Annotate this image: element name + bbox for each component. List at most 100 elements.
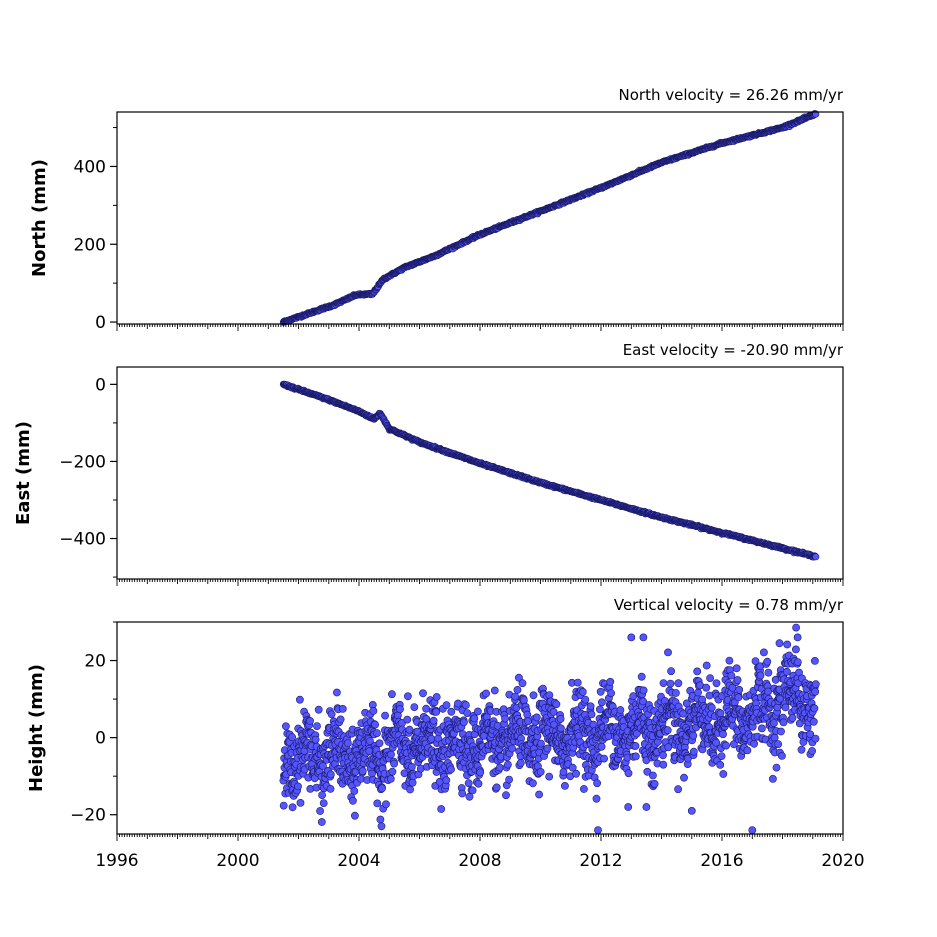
height-data-point — [792, 645, 800, 654]
height-outlier-point — [748, 826, 757, 834]
height-data-point — [459, 718, 468, 727]
height-data-point — [387, 750, 395, 759]
height-data-point — [769, 775, 777, 783]
height-data-point — [774, 740, 783, 748]
height-data-point — [809, 717, 818, 726]
height-data-point — [492, 783, 501, 792]
height-data-point — [663, 726, 672, 735]
height-data-point — [373, 799, 382, 808]
height-data-point — [442, 776, 451, 785]
height-data-point — [639, 686, 648, 695]
height-data-point — [674, 785, 682, 794]
north-points — [279, 110, 820, 326]
height-data-point — [545, 691, 554, 699]
height-outlier-point — [594, 826, 602, 834]
height-data-point — [722, 741, 730, 750]
height-data-point — [454, 699, 462, 708]
east-y-tick-label: 0 — [95, 375, 106, 395]
height-data-point — [693, 667, 702, 676]
height-data-point — [716, 761, 725, 769]
height-data-point — [649, 771, 657, 780]
height-data-point — [811, 734, 820, 743]
height-data-point — [464, 779, 473, 788]
east-y-ticks: 0 −200 −400 — [59, 375, 117, 578]
height-data-point — [545, 772, 554, 781]
height-data-point — [505, 775, 513, 784]
east-y-tick-label: −200 — [59, 452, 106, 472]
height-data-point — [432, 693, 441, 701]
height-data-point — [332, 688, 341, 697]
height-data-point — [279, 801, 288, 810]
height-data-point — [281, 722, 290, 731]
north-x-ticks — [116, 324, 844, 331]
east-panel: East velocity = -20.90 mm/yr East (mm) 0… — [13, 341, 844, 586]
height-data-point — [592, 794, 601, 803]
height-data-point — [664, 648, 672, 657]
height-x-ticks — [116, 834, 844, 841]
height-data-point — [458, 789, 467, 798]
height-data-point — [716, 709, 725, 718]
height-data-point — [306, 717, 314, 725]
height-data-point — [779, 718, 788, 727]
height-y-ticks: 20 0 −20 — [70, 621, 117, 826]
height-data-point — [637, 672, 646, 681]
height-data-point — [770, 733, 779, 742]
height-data-point — [760, 648, 768, 657]
height-data-point — [375, 739, 384, 748]
height-y-tick-label: 20 — [84, 652, 106, 672]
height-data-point — [694, 688, 702, 697]
height-data-point — [552, 700, 561, 709]
height-data-point — [732, 664, 741, 673]
height-outlier-point — [793, 633, 802, 642]
height-data-point — [403, 692, 412, 701]
height-data-point — [511, 692, 520, 701]
height-data-point — [735, 685, 744, 694]
height-panel: Vertical velocity = 0.78 mm/yr Height (m… — [26, 596, 865, 871]
height-data-point — [631, 752, 640, 761]
height-data-point — [535, 790, 543, 799]
height-data-point — [532, 713, 541, 722]
height-data-point — [811, 657, 819, 665]
height-data-point — [773, 703, 782, 712]
height-data-point — [667, 667, 675, 676]
height-data-point — [702, 683, 711, 692]
height-data-point — [607, 689, 615, 698]
height-data-point — [338, 705, 347, 713]
height-data-point — [793, 658, 802, 666]
height-data-point — [788, 714, 797, 722]
height-outlier-point — [775, 639, 784, 648]
height-data-point — [468, 786, 477, 795]
east-axes-frame — [116, 366, 844, 580]
height-data-point — [294, 782, 302, 791]
height-data-point — [422, 704, 430, 713]
height-data-point — [432, 708, 441, 716]
height-data-point — [442, 701, 451, 709]
height-data-point — [778, 752, 786, 760]
height-data-point — [288, 733, 296, 742]
height-data-point — [529, 691, 538, 700]
height-data-point — [783, 667, 791, 676]
height-data-point — [313, 722, 321, 730]
height-data-point — [596, 705, 604, 714]
height-data-point — [698, 695, 707, 704]
east-x-ticks — [116, 579, 844, 586]
height-data-point — [811, 687, 820, 696]
height-data-point — [727, 671, 736, 680]
height-data-point — [311, 735, 320, 744]
height-data-point — [597, 742, 606, 751]
height-data-point — [296, 799, 305, 807]
height-data-point — [672, 689, 680, 697]
height-data-point — [600, 754, 608, 763]
height-data-point — [689, 747, 698, 756]
height-data-point — [410, 703, 419, 711]
height-ylabel: Height (mm) — [26, 664, 47, 792]
height-data-point — [390, 759, 398, 768]
height-data-point — [764, 668, 773, 677]
height-outlier-point — [639, 633, 648, 642]
height-y-tick-label: 0 — [95, 729, 106, 749]
height-data-point — [437, 805, 446, 813]
height-data-point — [476, 768, 485, 777]
height-data-point — [429, 716, 438, 725]
height-data-point — [376, 815, 385, 824]
height-data-point — [316, 807, 324, 815]
